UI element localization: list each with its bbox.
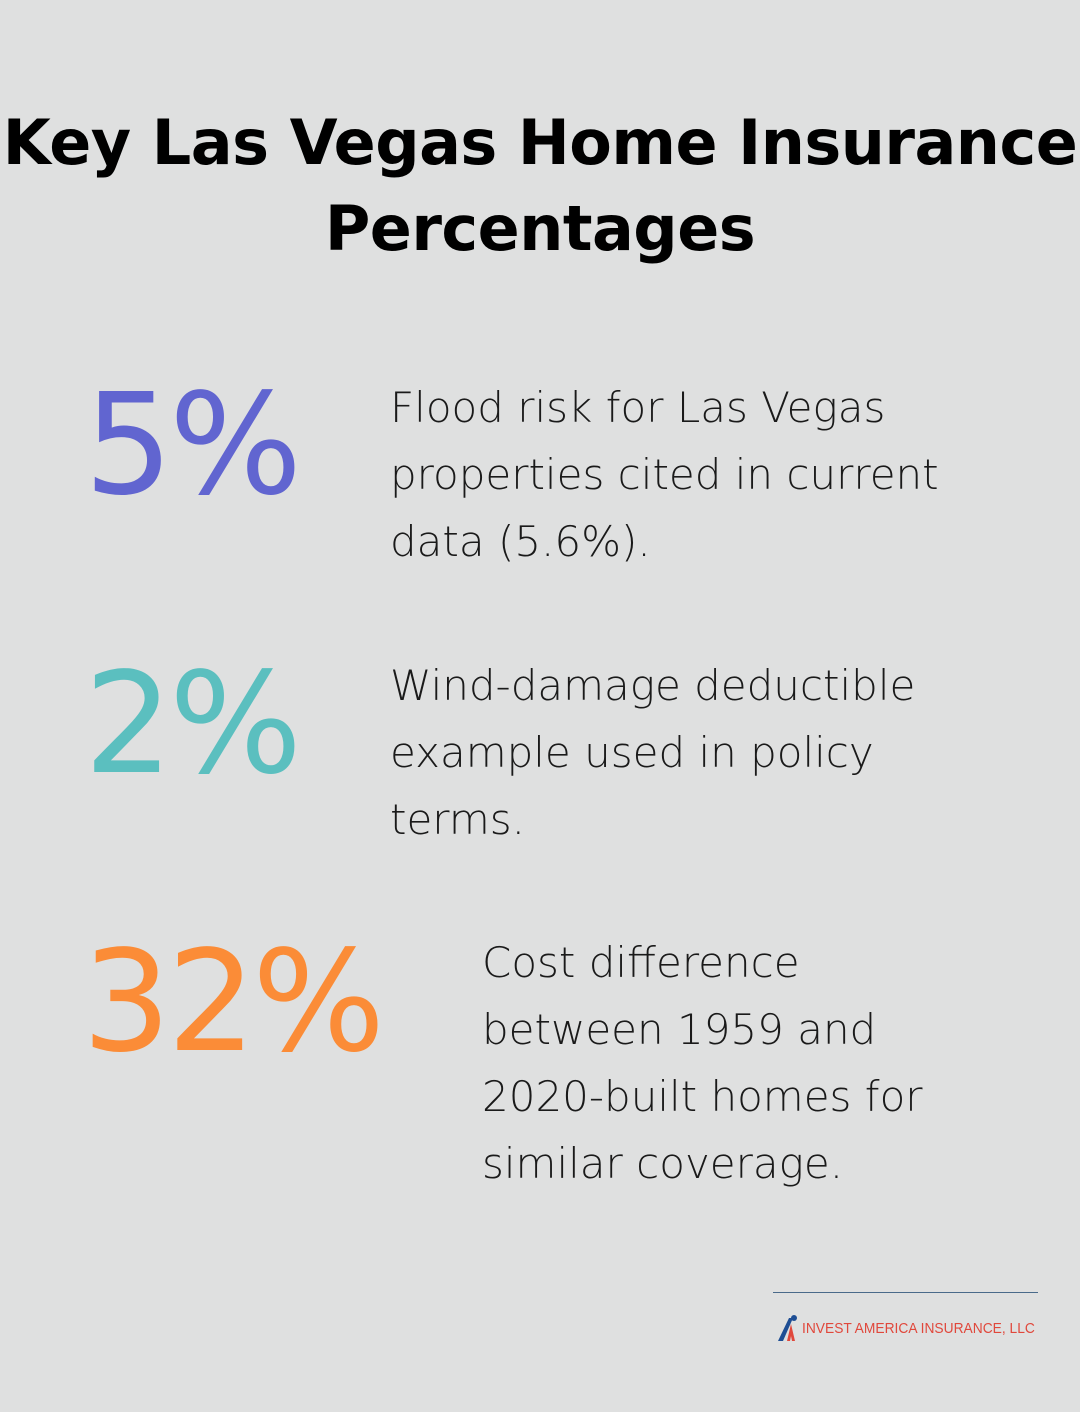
- stat-value-wind: 2%: [84, 643, 302, 806]
- stat-description-wind: Wind-damage deductible example used in p…: [390, 661, 916, 844]
- footer-divider: [773, 1292, 1038, 1293]
- stat-description-cost: Cost difference between 1959 and 2020-bu…: [482, 938, 923, 1188]
- page-title: Key Las Vegas Home Insurance Percentages: [2, 106, 1078, 265]
- logo-a-icon: [778, 1315, 797, 1341]
- stat-value-cost: 32%: [82, 921, 385, 1084]
- company-logo: INVEST AMERICA INSURANCE, LLC: [778, 1314, 1055, 1342]
- logo-text: INVEST AMERICA INSURANCE, LLC: [802, 1319, 1035, 1337]
- stat-description-flood: Flood risk for Las Vegas properties cite…: [390, 383, 939, 566]
- stat-value-flood: 5%: [84, 364, 302, 527]
